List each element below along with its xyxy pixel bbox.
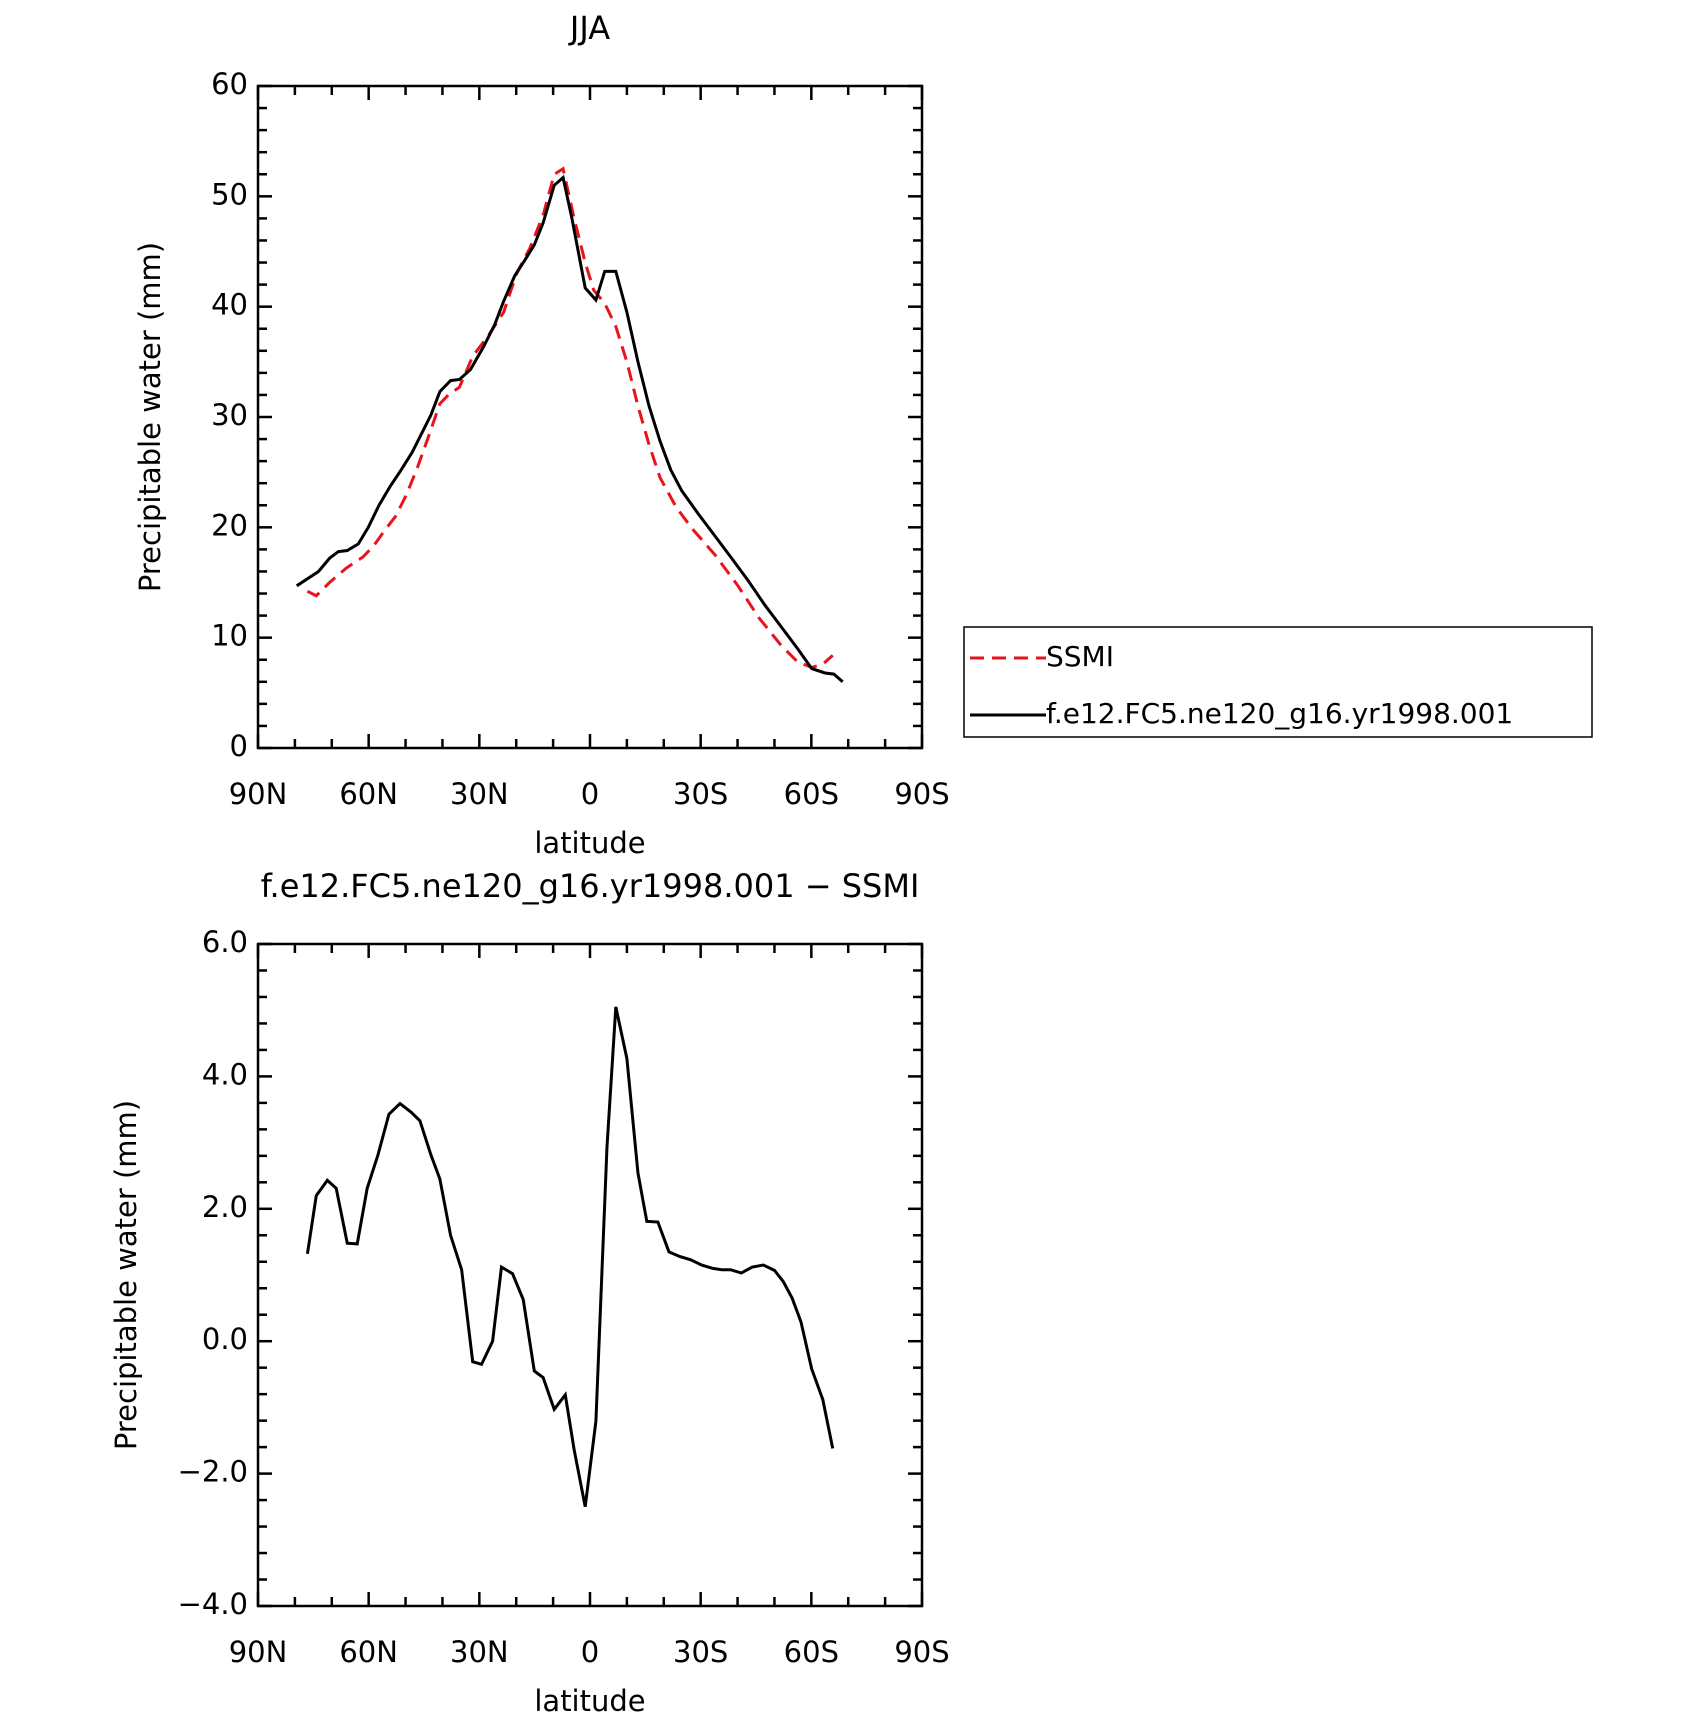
y-tick-label: 6.0 <box>202 925 248 959</box>
x-axis-label: latitude <box>534 826 645 860</box>
x-tick-label: 30S <box>673 777 728 811</box>
x-tick-label: 60N <box>339 1635 398 1669</box>
x-tick-label: 0 <box>581 1635 599 1669</box>
y-tick-label: 50 <box>211 177 248 211</box>
x-axis-label: latitude <box>534 1684 645 1718</box>
x-tick-label: 0 <box>581 777 599 811</box>
legend-box <box>963 626 1593 738</box>
legend-label: f.e12.FC5.ne120_g16.yr1998.001 <box>1046 697 1513 730</box>
y-tick-label: 0.0 <box>202 1322 248 1356</box>
chart-title: JJA <box>568 9 610 47</box>
y-tick-label: 30 <box>211 398 248 432</box>
x-tick-label: 30N <box>450 1635 509 1669</box>
x-tick-label: 30N <box>450 777 509 811</box>
chart-title: f.e12.FC5.ne120_g16.yr1998.001 − SSMI <box>261 867 920 905</box>
series-line <box>306 166 834 670</box>
x-tick-label: 90S <box>894 777 949 811</box>
y-tick-label: 0 <box>230 729 248 763</box>
plot-frame <box>256 84 924 750</box>
x-tick-label: 60S <box>784 777 839 811</box>
y-tick-label: −2.0 <box>178 1455 248 1489</box>
series-line <box>295 174 844 683</box>
x-tick-label: 90S <box>894 1635 949 1669</box>
y-tick-label: 20 <box>211 508 248 542</box>
y-tick-label: 10 <box>211 619 248 653</box>
series-line <box>305 1006 835 1507</box>
x-tick-label: 60N <box>339 777 398 811</box>
y-tick-label: 40 <box>211 288 248 322</box>
plot-frame <box>256 942 924 1608</box>
y-axis-label: Precipitable water (mm) <box>109 1100 143 1450</box>
x-tick-label: 60S <box>784 1635 839 1669</box>
y-tick-label: −4.0 <box>178 1587 248 1621</box>
y-tick-label: 60 <box>211 67 248 101</box>
y-axis-label: Precipitable water (mm) <box>133 242 167 592</box>
legend-label: SSMI <box>1046 640 1114 673</box>
y-tick-label: 4.0 <box>202 1057 248 1091</box>
x-tick-label: 90N <box>229 1635 288 1669</box>
x-tick-label: 90N <box>229 777 288 811</box>
x-tick-label: 30S <box>673 1635 728 1669</box>
y-tick-label: 2.0 <box>202 1190 248 1224</box>
